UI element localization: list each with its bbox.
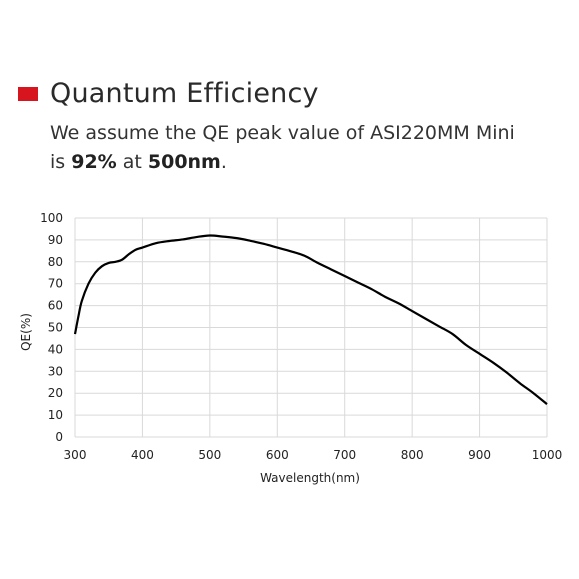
y-tick-label: 90 (48, 233, 63, 247)
x-tick-label: 800 (401, 448, 424, 462)
series-group (73, 234, 548, 406)
y-tick-label: 60 (48, 299, 63, 313)
y-tick-label: 10 (48, 408, 63, 422)
qe-curve-line (73, 234, 548, 406)
y-tick-label: 80 (48, 255, 63, 269)
subtitle-prefix: is (50, 151, 72, 173)
y-tick-label: 0 (55, 430, 63, 444)
y-tick-label: 20 (48, 386, 63, 400)
peak-value: 92% (71, 151, 117, 173)
page-title: Quantum Efficiency (50, 78, 319, 109)
y-tick-label: 70 (48, 277, 63, 291)
header: Quantum Efficiency We assume the QE peak… (18, 78, 568, 177)
y-tick-label: 30 (48, 364, 63, 378)
x-tick-label: 900 (468, 448, 491, 462)
red-square-icon (18, 86, 38, 101)
subtitle-mid: at (116, 151, 148, 173)
y-tick-label: 100 (40, 211, 63, 225)
peak-wavelength: 500nm (147, 151, 221, 173)
x-tick-label: 1000 (532, 448, 563, 462)
x-tick-label: 400 (131, 448, 154, 462)
x-tick-label: 500 (198, 448, 221, 462)
x-tick-label: 300 (64, 448, 87, 462)
subtitle-suffix: . (220, 151, 227, 173)
subtitle-line-2: is 92% at 500nm. (50, 148, 568, 177)
x-tick-label: 600 (266, 448, 289, 462)
y-tick-labels: 0 10 20 30 40 50 60 70 80 90 100 (40, 211, 63, 444)
title-row: Quantum Efficiency (18, 78, 568, 109)
x-axis-label: Wavelength(nm) (260, 471, 360, 485)
subtitle: We assume the QE peak value of ASI220MM … (50, 119, 568, 177)
y-tick-label: 40 (48, 342, 63, 356)
x-tick-labels: 300 400 500 600 700 800 900 1000 (64, 448, 563, 462)
y-axis-label: QE(%) (19, 313, 33, 351)
x-tick-label: 700 (333, 448, 356, 462)
grid (74, 217, 548, 438)
subtitle-line-1: We assume the QE peak value of ASI220MM … (50, 122, 515, 144)
y-tick-label: 50 (48, 321, 63, 335)
